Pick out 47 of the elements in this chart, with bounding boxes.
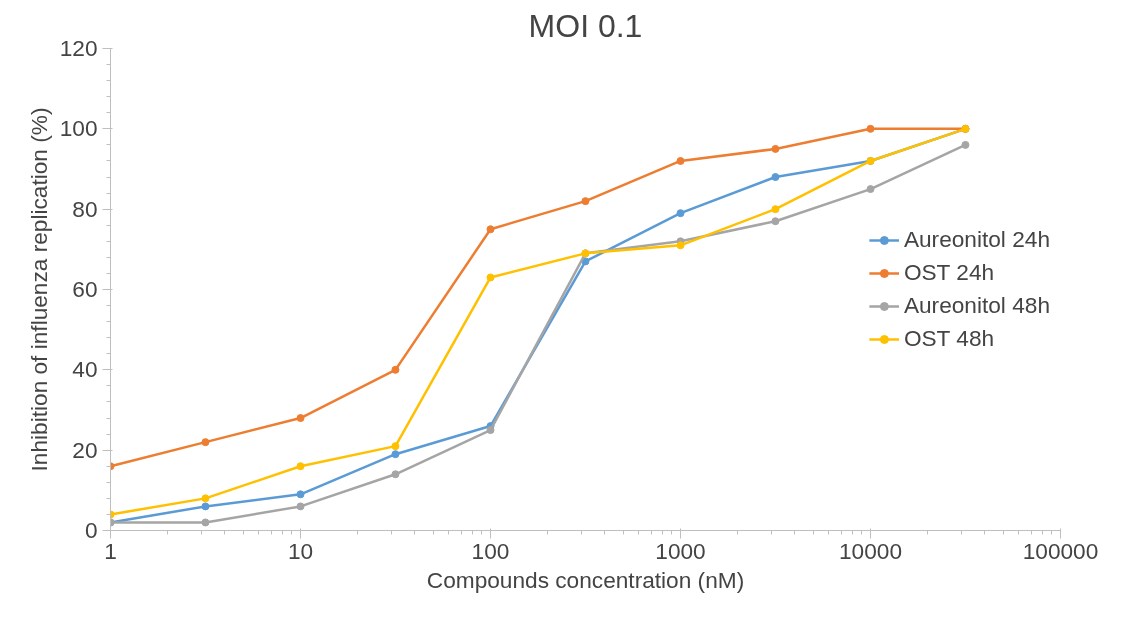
x-tick-label: 1000 bbox=[655, 537, 706, 564]
point bbox=[866, 185, 875, 194]
y-tick-label: 60 bbox=[72, 276, 98, 302]
point bbox=[201, 438, 210, 447]
x-tick-label: 10 bbox=[287, 537, 314, 564]
x-tick-label: 10000 bbox=[839, 537, 903, 564]
y-tick-label: 20 bbox=[72, 436, 98, 463]
y-tick-label: 120 bbox=[59, 35, 98, 61]
point bbox=[391, 365, 400, 374]
point bbox=[866, 124, 875, 133]
legend-label: Aureonitol 24h bbox=[903, 226, 1050, 253]
legend-label: OST 24h bbox=[903, 259, 995, 286]
point bbox=[296, 414, 305, 423]
point bbox=[201, 494, 210, 503]
point bbox=[581, 197, 590, 206]
point bbox=[391, 442, 400, 451]
legend-label: Aureonitol 48h bbox=[903, 292, 1050, 319]
x-tick-label: 100 bbox=[471, 537, 510, 564]
x-tick-label: 1 bbox=[104, 537, 117, 564]
point bbox=[961, 140, 970, 149]
legend-label: OST 48h bbox=[903, 325, 995, 352]
point bbox=[771, 217, 780, 226]
point bbox=[391, 470, 400, 479]
point bbox=[486, 426, 495, 435]
point bbox=[771, 205, 780, 214]
point bbox=[771, 144, 780, 153]
point bbox=[201, 502, 210, 511]
chart-title: MOI 0.1 bbox=[528, 7, 643, 44]
point bbox=[676, 209, 685, 218]
x-tick-label: 100000 bbox=[1022, 537, 1099, 564]
y-tick-label: 100 bbox=[59, 115, 98, 142]
point bbox=[771, 173, 780, 182]
y-tick-label: 40 bbox=[72, 356, 98, 383]
x-axis-title: Compounds concentration (nM) bbox=[426, 566, 745, 593]
point bbox=[391, 450, 400, 459]
y-tick-label: 0 bbox=[84, 517, 98, 543]
point bbox=[486, 273, 495, 282]
point bbox=[581, 257, 590, 266]
y-tick-label: 80 bbox=[72, 195, 98, 222]
point bbox=[201, 518, 210, 527]
point bbox=[676, 241, 685, 250]
point bbox=[486, 225, 495, 234]
point bbox=[296, 490, 305, 499]
point bbox=[296, 502, 305, 511]
point bbox=[676, 156, 685, 165]
point bbox=[296, 462, 305, 471]
y-axis-title: Inhibition of influenza replication (%) bbox=[25, 107, 52, 472]
